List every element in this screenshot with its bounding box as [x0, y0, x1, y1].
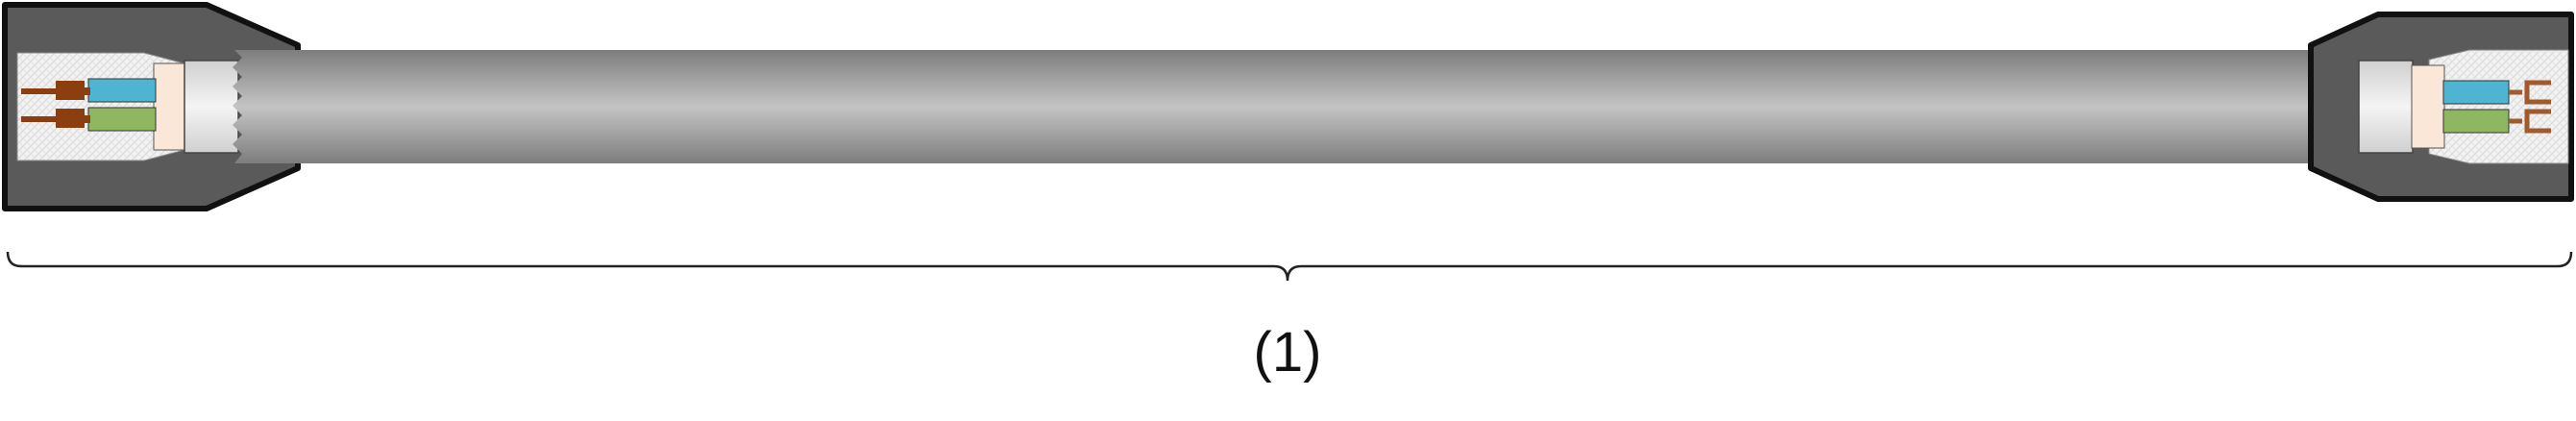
callout-label: (1) [1254, 321, 1322, 384]
right-inner-insulation [2412, 65, 2444, 148]
right-connector-cavity [2429, 50, 2568, 163]
cable-jacket [233, 50, 2366, 163]
left-shield-sleeve [184, 61, 238, 153]
right-conductor-blue [2443, 81, 2509, 104]
right-shield-sleeve [2359, 61, 2413, 153]
length-brace [8, 252, 2571, 281]
right-conductor-green [2443, 110, 2509, 133]
right-connector [2311, 14, 2571, 199]
left-conductor-green [88, 108, 156, 131]
left-conductor-blue [88, 79, 156, 102]
left-inner-insulation [154, 63, 186, 150]
cable-jacket-body [233, 50, 2366, 163]
